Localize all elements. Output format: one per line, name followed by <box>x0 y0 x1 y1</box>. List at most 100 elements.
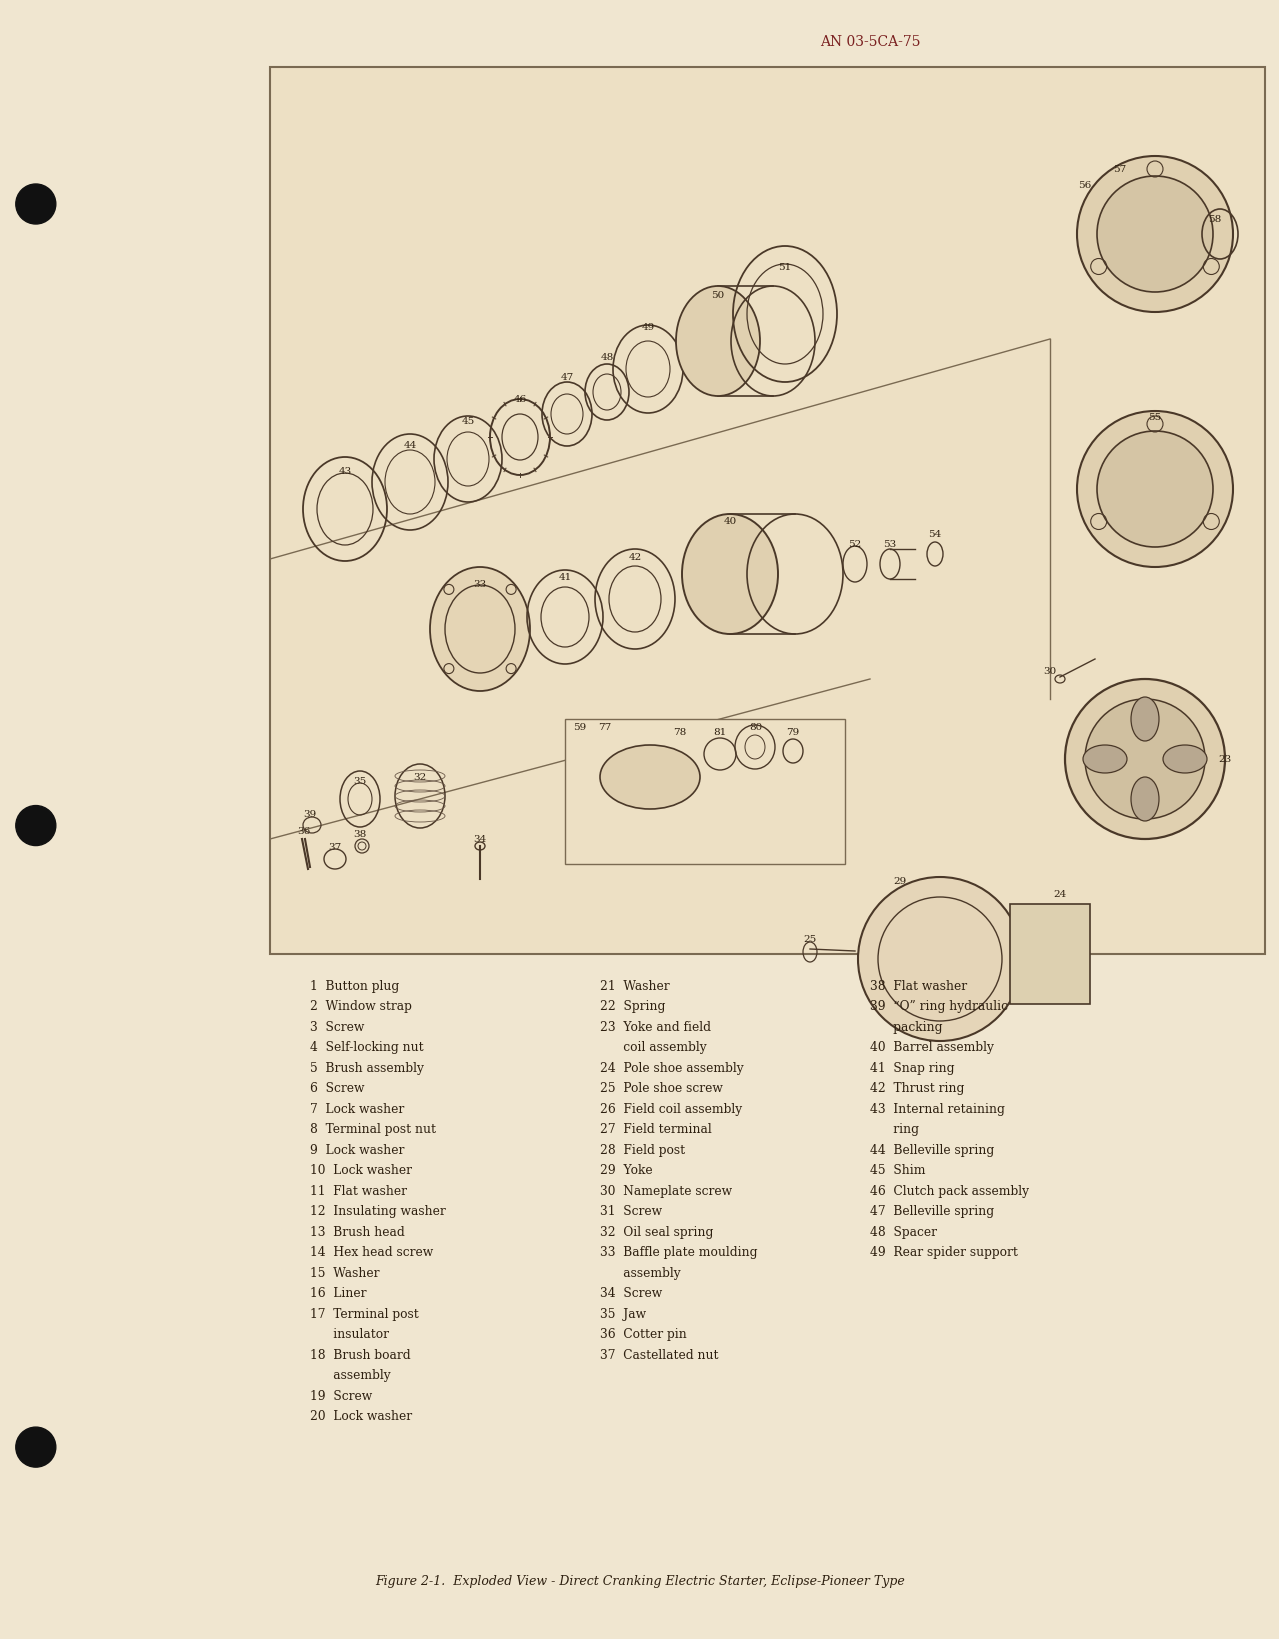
Text: 20  Lock washer: 20 Lock washer <box>310 1410 412 1423</box>
Text: 2  Window strap: 2 Window strap <box>310 1000 412 1013</box>
Text: 40: 40 <box>724 518 737 526</box>
Ellipse shape <box>1131 698 1159 741</box>
Text: 34  Screw: 34 Screw <box>600 1287 663 1300</box>
Text: 46: 46 <box>513 395 527 405</box>
Text: 25  Pole shoe screw: 25 Pole shoe screw <box>600 1082 723 1095</box>
Text: 36: 36 <box>298 828 311 836</box>
Text: 32: 32 <box>413 774 427 782</box>
Text: 77: 77 <box>599 723 611 733</box>
Text: 30: 30 <box>1044 667 1056 675</box>
Circle shape <box>1077 411 1233 567</box>
Text: 13  Brush head: 13 Brush head <box>310 1226 404 1237</box>
Text: 51: 51 <box>779 264 792 272</box>
Circle shape <box>1065 680 1225 839</box>
Circle shape <box>1097 177 1212 293</box>
Text: 80: 80 <box>749 723 762 733</box>
Text: 41: 41 <box>559 574 572 582</box>
Text: 33: 33 <box>473 580 486 588</box>
Text: 32  Oil seal spring: 32 Oil seal spring <box>600 1226 714 1237</box>
Text: 47  Belleville spring: 47 Belleville spring <box>870 1205 994 1218</box>
Text: 54: 54 <box>929 529 941 539</box>
Text: 8  Terminal post nut: 8 Terminal post nut <box>310 1123 436 1136</box>
Text: 42: 42 <box>628 552 642 562</box>
Text: 79: 79 <box>787 728 799 738</box>
Text: 52: 52 <box>848 541 862 549</box>
Text: 6  Screw: 6 Screw <box>310 1082 365 1095</box>
Circle shape <box>1077 157 1233 313</box>
Text: 50: 50 <box>711 290 725 300</box>
Text: 40  Barrel assembly: 40 Barrel assembly <box>870 1041 994 1054</box>
Text: 44  Belleville spring: 44 Belleville spring <box>870 1144 994 1155</box>
Text: 9  Lock washer: 9 Lock washer <box>310 1144 404 1155</box>
Text: 30  Nameplate screw: 30 Nameplate screw <box>600 1185 732 1196</box>
Ellipse shape <box>430 567 530 692</box>
Text: 38: 38 <box>353 829 367 839</box>
Text: packing: packing <box>870 1021 943 1033</box>
Text: assembly: assembly <box>310 1369 390 1382</box>
Text: 53: 53 <box>884 541 897 549</box>
Circle shape <box>1085 700 1205 820</box>
Text: 14  Hex head screw: 14 Hex head screw <box>310 1246 434 1259</box>
Text: 38  Flat washer: 38 Flat washer <box>870 980 967 992</box>
Text: 31  Screw: 31 Screw <box>600 1205 663 1218</box>
Text: 27  Field terminal: 27 Field terminal <box>600 1123 711 1136</box>
Text: ring: ring <box>870 1123 920 1136</box>
Text: 81: 81 <box>714 728 726 738</box>
Text: 43  Internal retaining: 43 Internal retaining <box>870 1103 1005 1115</box>
Text: 55: 55 <box>1149 413 1161 423</box>
Text: 43: 43 <box>339 467 352 477</box>
Text: 42  Thrust ring: 42 Thrust ring <box>870 1082 964 1095</box>
Text: 10  Lock washer: 10 Lock washer <box>310 1164 412 1177</box>
Text: 56: 56 <box>1078 180 1091 190</box>
Bar <box>565 720 845 864</box>
Text: 28  Field post: 28 Field post <box>600 1144 686 1155</box>
Text: 46  Clutch pack assembly: 46 Clutch pack assembly <box>870 1185 1030 1196</box>
Ellipse shape <box>1163 746 1207 774</box>
Text: 4  Self-locking nut: 4 Self-locking nut <box>310 1041 423 1054</box>
Text: 17  Terminal post: 17 Terminal post <box>310 1308 418 1319</box>
Text: 35: 35 <box>353 777 367 787</box>
Text: 78: 78 <box>673 728 687 738</box>
Text: 16  Liner: 16 Liner <box>310 1287 367 1300</box>
Text: 23  Yoke and field: 23 Yoke and field <box>600 1021 711 1033</box>
Text: 57: 57 <box>1114 166 1127 174</box>
Text: 39: 39 <box>303 810 317 820</box>
Text: 5  Brush assembly: 5 Brush assembly <box>310 1062 423 1074</box>
Circle shape <box>15 1428 56 1467</box>
Text: 49  Rear spider support: 49 Rear spider support <box>870 1246 1018 1259</box>
Text: 44: 44 <box>403 441 417 449</box>
Text: 1  Button plug: 1 Button plug <box>310 980 399 992</box>
Text: 36  Cotter pin: 36 Cotter pin <box>600 1328 687 1341</box>
Text: 12  Insulating washer: 12 Insulating washer <box>310 1205 446 1218</box>
Text: 59: 59 <box>573 723 587 733</box>
Text: 25: 25 <box>803 934 816 944</box>
Ellipse shape <box>677 287 760 397</box>
Circle shape <box>858 877 1022 1041</box>
Circle shape <box>1097 431 1212 547</box>
Bar <box>1010 905 1090 1005</box>
Ellipse shape <box>600 746 700 810</box>
Text: 34: 34 <box>473 834 486 844</box>
Text: 19  Screw: 19 Screw <box>310 1390 372 1401</box>
Ellipse shape <box>682 515 778 634</box>
Text: Figure 2-1.  Exploded View - Direct Cranking Electric Starter, Eclipse-Pioneer T: Figure 2-1. Exploded View - Direct Crank… <box>375 1575 904 1588</box>
Text: 26  Field coil assembly: 26 Field coil assembly <box>600 1103 742 1115</box>
Text: 45: 45 <box>462 418 475 426</box>
Bar <box>270 67 1265 954</box>
Text: 37: 37 <box>329 842 341 852</box>
Text: 47: 47 <box>560 374 573 382</box>
Text: 24: 24 <box>1054 890 1067 898</box>
Text: 29  Yoke: 29 Yoke <box>600 1164 652 1177</box>
Text: 22  Spring: 22 Spring <box>600 1000 665 1013</box>
Text: 7  Lock washer: 7 Lock washer <box>310 1103 404 1115</box>
Text: coil assembly: coil assembly <box>600 1041 706 1054</box>
Text: AN 03-5CA-75: AN 03-5CA-75 <box>820 34 921 49</box>
Text: 39  “O” ring hydraulic: 39 “O” ring hydraulic <box>870 1000 1008 1013</box>
Text: 48  Spacer: 48 Spacer <box>870 1226 938 1237</box>
Circle shape <box>15 185 56 225</box>
Text: 24  Pole shoe assembly: 24 Pole shoe assembly <box>600 1062 743 1074</box>
Text: 33  Baffle plate moulding: 33 Baffle plate moulding <box>600 1246 757 1259</box>
Text: insulator: insulator <box>310 1328 389 1341</box>
Text: 15  Washer: 15 Washer <box>310 1267 380 1278</box>
Text: 41  Snap ring: 41 Snap ring <box>870 1062 954 1074</box>
